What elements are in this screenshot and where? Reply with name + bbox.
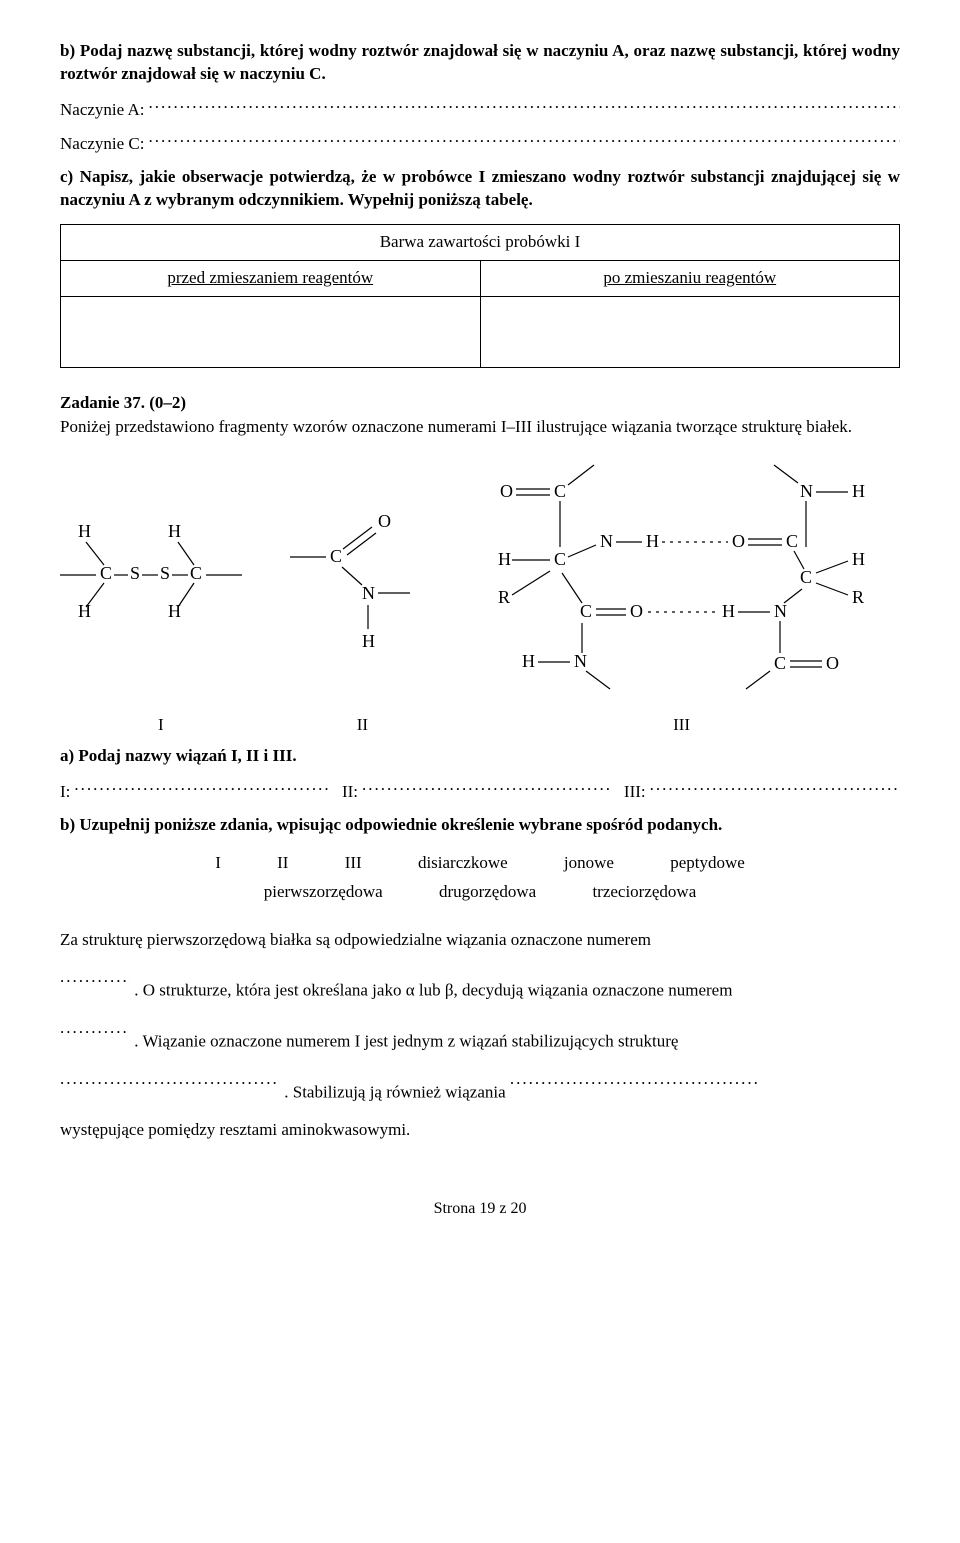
svg-text:O: O [378,511,391,531]
label-II-colon: II: [342,781,362,804]
vessel-a-line: Naczynie A: [60,98,900,122]
vessel-c-label: Naczynie C: [60,133,149,156]
svg-text:H: H [852,549,865,569]
svg-text:N: N [774,601,787,621]
diagram-labels: I II III [60,714,900,737]
svg-text:R: R [498,587,510,607]
dotted-fill[interactable] [510,1060,760,1097]
answers-row: I: II: III: [60,780,900,804]
svg-text:O: O [732,531,745,551]
vessel-c-line: Naczynie C: [60,132,900,156]
label-III: III [463,714,900,737]
svg-text:H: H [852,481,865,501]
page-footer: Strona 19 z 20 [60,1198,900,1220]
svg-text:R: R [852,587,864,607]
svg-text:H: H [722,601,735,621]
svg-text:H: H [362,631,375,651]
svg-text:H: H [78,601,91,621]
table-col1: przed zmieszaniem reagentów [61,260,481,296]
task-heading: Zadanie 37. (0–2) [60,392,900,415]
svg-text:N: N [800,481,813,501]
svg-text:H: H [168,521,181,541]
svg-text:O: O [826,653,839,673]
svg-text:S: S [160,563,170,583]
svg-text:C: C [190,563,202,583]
label-I: I [60,714,262,737]
dotted-fill[interactable] [362,780,610,797]
svg-text:H: H [78,521,91,541]
svg-text:C: C [580,601,592,621]
label-I-colon: I: [60,781,74,804]
section-c-prompt: c) Napisz, jakie obserwacje potwierdzą, … [60,166,900,212]
dotted-fill[interactable] [149,132,901,149]
dotted-fill[interactable] [60,1060,280,1097]
fill-text: Za strukturę pierwszorzędową białka są o… [60,921,900,1148]
svg-text:O: O [630,601,643,621]
svg-text:H: H [522,651,535,671]
svg-text:C: C [330,546,342,566]
label-II: II [262,714,464,737]
section-b-prompt: b) Podaj nazwę substancji, której wodny … [60,40,900,86]
dotted-fill[interactable] [650,780,900,797]
svg-text:C: C [554,481,566,501]
table-caption: Barwa zawartości probówki I [61,224,900,260]
svg-text:C: C [786,531,798,551]
table-col2: po zmieszaniu reagentów [480,260,900,296]
vessel-a-label: Naczynie A: [60,99,149,122]
dotted-fill[interactable] [60,958,130,995]
svg-text:N: N [574,651,587,671]
table-cell-empty[interactable] [480,296,900,367]
label-III-colon: III: [624,781,650,804]
dotted-fill[interactable] [149,98,901,115]
svg-text:C: C [554,549,566,569]
svg-text:C: C [100,563,112,583]
dotted-fill[interactable] [60,1009,130,1046]
svg-text:S: S [130,563,140,583]
svg-text:H: H [646,531,659,551]
structure-diagrams: H H C S S C H H C O N H [60,457,900,704]
svg-text:O: O [500,481,513,501]
options-block: I II III disiarczkowe jonowe peptydowe p… [60,849,900,907]
task-intro: Poniżej przedstawiono fragmenty wzorów o… [60,416,900,439]
svg-text:H: H [498,549,511,569]
table-cell-empty[interactable] [61,296,481,367]
dotted-fill[interactable] [74,780,328,797]
part-b-prompt: b) Uzupełnij poniższe zdania, wpisując o… [60,814,900,837]
observation-table: Barwa zawartości probówki I przed zmiesz… [60,224,900,368]
svg-text:C: C [800,567,812,587]
svg-text:N: N [600,531,613,551]
svg-text:N: N [362,583,375,603]
part-a-prompt: a) Podaj nazwy wiązań I, II i III. [60,745,900,768]
svg-text:H: H [168,601,181,621]
svg-text:C: C [774,653,786,673]
